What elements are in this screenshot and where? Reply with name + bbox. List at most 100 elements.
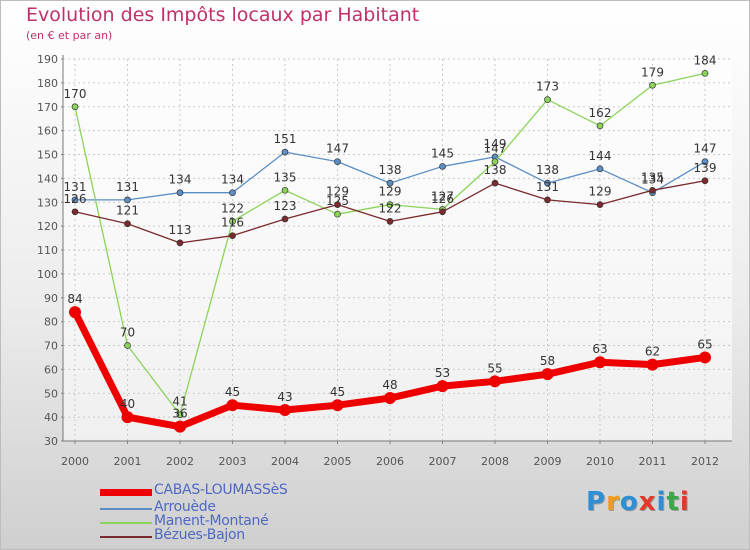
data-point-cabas-loumass-s xyxy=(594,356,606,369)
data-label-arrou-de: 147 xyxy=(326,142,349,156)
chart-subtitle: (en € et par an) xyxy=(26,29,113,42)
data-label-manent-montan-: 127 xyxy=(431,189,454,203)
legend-swatch xyxy=(100,536,152,538)
y-tick-label: 80 xyxy=(44,316,58,329)
data-point-arrou-de xyxy=(71,196,79,204)
legend-swatch xyxy=(100,522,152,524)
data-point-arrou-de xyxy=(176,189,184,197)
x-tick-label: 2006 xyxy=(376,455,404,468)
data-point-manent-montan- xyxy=(386,201,394,208)
data-point-cabas-loumass-s xyxy=(699,351,711,364)
data-label-arrou-de: 144 xyxy=(589,149,612,163)
data-point-b-zues-bajon xyxy=(701,177,709,185)
data-label-cabas-loumass-s: 55 xyxy=(487,361,502,375)
data-point-cabas-loumass-s xyxy=(384,392,396,405)
data-label-cabas-loumass-s: 62 xyxy=(645,345,660,359)
data-label-arrou-de: 138 xyxy=(536,163,559,177)
data-point-b-zues-bajon xyxy=(439,208,446,216)
data-label-b-zues-bajon: 131 xyxy=(536,180,559,194)
data-label-manent-montan-: 173 xyxy=(536,80,559,94)
data-label-arrou-de: 138 xyxy=(379,163,402,177)
x-tick-label: 2004 xyxy=(271,455,299,468)
data-label-arrou-de: 151 xyxy=(274,132,297,146)
data-label-b-zues-bajon: 129 xyxy=(326,185,349,199)
data-point-manent-montan- xyxy=(544,96,551,103)
x-tick-label: 2005 xyxy=(324,455,352,468)
data-point-b-zues-bajon xyxy=(124,220,131,228)
y-tick-label: 100 xyxy=(37,268,58,281)
data-label-cabas-loumass-s: 36 xyxy=(172,407,187,421)
y-tick-label: 30 xyxy=(44,435,58,448)
y-tick-label: 90 xyxy=(44,292,58,305)
legend-label: Arrouède xyxy=(154,499,216,515)
legend-swatch xyxy=(100,489,152,496)
data-point-manent-montan- xyxy=(176,411,184,419)
data-label-manent-montan-: 170 xyxy=(64,87,87,101)
y-tick-label: 170 xyxy=(37,101,58,114)
data-label-manent-montan-: 147 xyxy=(484,142,507,156)
data-label-b-zues-bajon: 126 xyxy=(431,192,454,206)
data-point-arrou-de xyxy=(596,165,604,173)
y-tick-label: 140 xyxy=(37,172,58,185)
data-point-b-zues-bajon xyxy=(386,218,394,225)
data-point-cabas-loumass-s xyxy=(646,358,659,371)
data-point-arrou-de xyxy=(544,179,551,187)
y-tick-label: 70 xyxy=(44,340,58,353)
logo-letter: i xyxy=(679,487,690,517)
legend-label: Manent-Montané xyxy=(154,513,269,529)
data-point-b-zues-bajon xyxy=(649,186,656,194)
logo-letter: t xyxy=(666,487,680,517)
y-tick-label: 50 xyxy=(44,387,58,400)
legend-swatch xyxy=(100,508,152,510)
data-label-b-zues-bajon: 139 xyxy=(694,161,717,175)
data-point-manent-montan- xyxy=(229,218,236,225)
data-label-arrou-de: 147 xyxy=(694,142,717,156)
data-label-manent-montan-: 162 xyxy=(589,106,612,120)
data-point-b-zues-bajon xyxy=(176,239,184,247)
chart-title: Evolution des Impôts locaux par Habitant xyxy=(26,4,420,26)
data-label-manent-montan-: 125 xyxy=(326,194,349,208)
data-label-cabas-loumass-s: 43 xyxy=(277,390,292,404)
data-point-b-zues-bajon xyxy=(281,215,289,223)
y-tick-label: 180 xyxy=(37,77,58,90)
data-point-manent-montan- xyxy=(491,158,499,166)
data-label-cabas-loumass-s: 84 xyxy=(67,292,82,306)
data-label-b-zues-bajon: 113 xyxy=(169,223,192,237)
data-point-b-zues-bajon xyxy=(334,201,341,208)
data-label-manent-montan-: 41 xyxy=(172,395,187,409)
data-point-arrou-de xyxy=(281,148,289,156)
data-point-b-zues-bajon xyxy=(544,196,551,204)
data-label-manent-montan-: 70 xyxy=(120,326,135,340)
x-tick-label: 2002 xyxy=(166,455,194,468)
data-label-manent-montan-: 122 xyxy=(221,201,244,215)
y-tick-label: 110 xyxy=(37,244,58,257)
data-point-cabas-loumass-s xyxy=(489,375,501,388)
data-point-arrou-de xyxy=(229,189,236,197)
logo-letter: P xyxy=(586,487,607,517)
data-label-arrou-de: 131 xyxy=(116,180,139,194)
data-label-arrou-de: 134 xyxy=(641,173,664,187)
data-point-arrou-de xyxy=(124,196,131,204)
data-label-cabas-loumass-s: 58 xyxy=(540,354,555,368)
legend-label: CABAS-LOUMASSèS xyxy=(154,482,288,498)
data-label-b-zues-bajon: 122 xyxy=(379,201,402,215)
y-tick-label: 120 xyxy=(37,220,58,233)
y-tick-label: 40 xyxy=(44,411,58,424)
data-label-b-zues-bajon: 129 xyxy=(589,185,612,199)
data-point-b-zues-bajon xyxy=(71,208,79,216)
data-label-b-zues-bajon: 116 xyxy=(221,216,244,230)
x-tick-label: 2001 xyxy=(114,455,142,468)
data-label-cabas-loumass-s: 45 xyxy=(330,385,345,399)
data-label-manent-montan-: 129 xyxy=(379,185,402,199)
data-point-arrou-de xyxy=(386,179,394,187)
proxiti-logo: Proxiti xyxy=(586,487,690,517)
data-label-cabas-loumass-s: 40 xyxy=(120,397,135,411)
data-point-cabas-loumass-s xyxy=(174,420,186,433)
data-point-b-zues-bajon xyxy=(491,179,499,187)
data-point-manent-montan- xyxy=(124,342,131,349)
data-point-manent-montan- xyxy=(701,69,709,77)
data-label-b-zues-bajon: 123 xyxy=(274,199,297,213)
y-tick-label: 60 xyxy=(44,363,58,376)
data-point-arrou-de xyxy=(334,158,341,166)
